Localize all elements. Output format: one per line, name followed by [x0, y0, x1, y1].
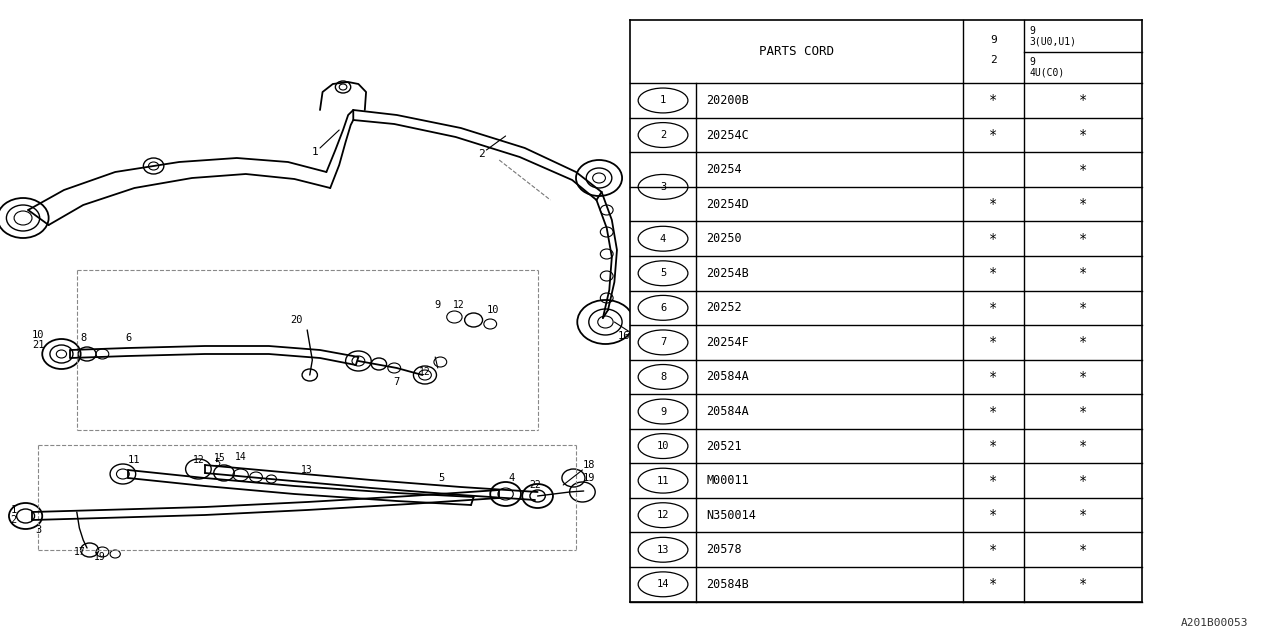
Text: 20200B: 20200B — [707, 94, 749, 107]
Text: 12: 12 — [419, 367, 431, 377]
Text: *: * — [989, 404, 997, 419]
Text: 2: 2 — [660, 130, 666, 140]
Text: 20584A: 20584A — [707, 371, 749, 383]
Text: *: * — [989, 232, 997, 246]
Text: 9: 9 — [660, 406, 666, 417]
Text: *: * — [1079, 128, 1087, 142]
Text: *: * — [989, 128, 997, 142]
Text: 20: 20 — [291, 315, 303, 325]
Text: 14: 14 — [657, 579, 669, 589]
Text: 6: 6 — [660, 303, 666, 313]
Text: 1: 1 — [10, 505, 17, 515]
Text: 14: 14 — [234, 452, 247, 462]
Text: 9: 9 — [435, 300, 440, 310]
Text: 12: 12 — [657, 510, 669, 520]
Text: 1: 1 — [311, 147, 319, 157]
Text: 20254B: 20254B — [707, 267, 749, 280]
Text: *: * — [1079, 266, 1087, 280]
Text: *: * — [1079, 439, 1087, 453]
Text: 20250: 20250 — [707, 232, 742, 245]
Text: 20254F: 20254F — [707, 336, 749, 349]
Text: *: * — [1079, 474, 1087, 488]
Text: 22: 22 — [529, 480, 541, 490]
Text: 18: 18 — [582, 460, 595, 470]
Text: 5: 5 — [660, 268, 666, 278]
Text: 11: 11 — [657, 476, 669, 486]
Text: 20584A: 20584A — [707, 405, 749, 418]
Text: *: * — [989, 508, 997, 522]
Text: 2: 2 — [477, 149, 485, 159]
Text: *: * — [1079, 404, 1087, 419]
Text: 1: 1 — [660, 95, 666, 106]
Text: 16: 16 — [617, 331, 630, 341]
Text: *: * — [1079, 508, 1087, 522]
Text: *: * — [1079, 301, 1087, 315]
Text: *: * — [1079, 577, 1087, 591]
Text: 10: 10 — [32, 330, 45, 340]
Text: *: * — [1079, 370, 1087, 384]
Circle shape — [14, 211, 32, 225]
Text: *: * — [1079, 163, 1087, 177]
Text: 3: 3 — [36, 525, 41, 535]
Text: 4: 4 — [509, 473, 515, 483]
Text: 20578: 20578 — [707, 543, 742, 556]
Text: *: * — [989, 335, 997, 349]
Text: 9: 9 — [1029, 26, 1036, 36]
Text: 10: 10 — [657, 441, 669, 451]
Text: 11: 11 — [128, 455, 141, 465]
Text: 20254C: 20254C — [707, 129, 749, 141]
Text: *: * — [1079, 197, 1087, 211]
Text: 6: 6 — [125, 333, 131, 343]
Text: 15: 15 — [214, 453, 227, 463]
Text: 12: 12 — [192, 455, 205, 465]
Text: 10: 10 — [486, 305, 499, 315]
Text: 13: 13 — [657, 545, 669, 555]
Text: 19: 19 — [93, 552, 106, 562]
Text: A201B00053: A201B00053 — [1180, 618, 1248, 628]
Text: *: * — [1079, 543, 1087, 557]
Text: 4: 4 — [660, 234, 666, 244]
Text: 20254D: 20254D — [707, 198, 749, 211]
Text: 20252: 20252 — [707, 301, 742, 314]
Text: N350014: N350014 — [707, 509, 756, 522]
Text: 3(U0,U1): 3(U0,U1) — [1029, 36, 1076, 46]
Text: 17: 17 — [73, 547, 86, 557]
Text: *: * — [989, 370, 997, 384]
Text: *: * — [989, 301, 997, 315]
Text: *: * — [989, 197, 997, 211]
Text: 19: 19 — [582, 473, 595, 483]
Text: 9: 9 — [1029, 58, 1036, 67]
Text: 3: 3 — [660, 182, 666, 192]
Text: PARTS CORD: PARTS CORD — [759, 45, 833, 58]
Text: 9: 9 — [989, 35, 997, 45]
Text: 13: 13 — [301, 465, 314, 475]
Text: *: * — [989, 93, 997, 108]
Text: 2: 2 — [10, 515, 17, 525]
Text: 7: 7 — [660, 337, 666, 348]
Text: 20254: 20254 — [707, 163, 742, 176]
Text: 7: 7 — [394, 377, 399, 387]
Text: *: * — [989, 474, 997, 488]
Text: 8: 8 — [660, 372, 666, 382]
Text: 12: 12 — [452, 300, 465, 310]
Circle shape — [56, 350, 67, 358]
Text: 8: 8 — [81, 333, 86, 343]
Text: 21: 21 — [32, 340, 45, 350]
Text: *: * — [989, 577, 997, 591]
Text: 20521: 20521 — [707, 440, 742, 452]
Text: 20584B: 20584B — [707, 578, 749, 591]
Text: *: * — [989, 439, 997, 453]
Text: 2: 2 — [989, 54, 997, 65]
Text: 5: 5 — [215, 458, 220, 468]
Text: 4U(C0): 4U(C0) — [1029, 68, 1065, 77]
Text: *: * — [1079, 335, 1087, 349]
Text: *: * — [1079, 232, 1087, 246]
Text: M00011: M00011 — [707, 474, 749, 487]
Text: *: * — [989, 266, 997, 280]
Text: *: * — [989, 543, 997, 557]
Text: 5: 5 — [439, 473, 444, 483]
Text: *: * — [1079, 93, 1087, 108]
